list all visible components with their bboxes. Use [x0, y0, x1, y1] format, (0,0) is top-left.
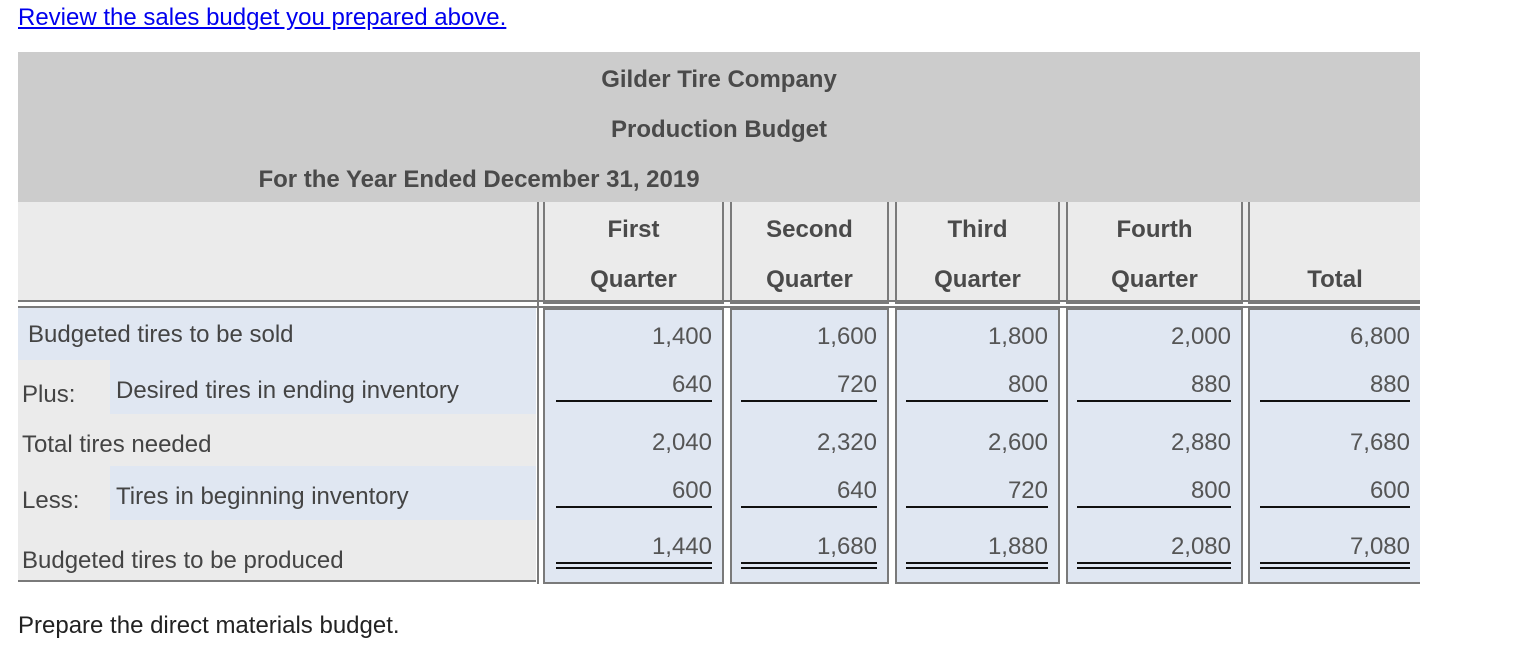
cell-ending-inventory: 640	[671, 371, 712, 398]
cell-tires-sold: 1,600	[816, 323, 877, 350]
row-label-tires-produced: Budgeted tires to be produced	[22, 547, 344, 574]
column-q4-values: 2,000 880 2,880 800 2,080	[1066, 308, 1243, 584]
cell-beginning-inventory: 720	[1007, 477, 1048, 504]
column-q2-values: 1,600 720 2,320 640 1,680	[730, 308, 889, 584]
cell-beginning-inventory: 600	[1369, 477, 1410, 504]
row-label-ending-inventory: Desired tires in ending inventory	[116, 377, 459, 404]
double-underline	[1260, 562, 1410, 569]
cell-ending-inventory: 880	[1369, 371, 1410, 398]
column-header-q2: Second Quarter	[730, 202, 889, 304]
row-highlight	[18, 308, 536, 360]
row-highlight	[110, 466, 536, 520]
cell-beginning-inventory: 600	[671, 477, 712, 504]
cell-total-needed: 7,680	[1349, 429, 1410, 456]
single-underline	[556, 400, 712, 402]
cell-beginning-inventory: 800	[1190, 477, 1231, 504]
cell-tires-produced: 1,880	[987, 533, 1048, 560]
report-period: For the Year Ended December 31, 2019	[258, 166, 700, 193]
column-header-line2: Quarter	[766, 266, 853, 293]
single-underline	[741, 506, 877, 508]
cell-tires-sold: 1,800	[987, 323, 1048, 350]
cell-total-needed: 2,600	[987, 429, 1048, 456]
company-name: Gilder Tire Company	[601, 66, 837, 93]
column-divider	[537, 202, 539, 584]
single-underline	[1260, 506, 1410, 508]
double-underline	[741, 562, 877, 569]
header-separator	[18, 300, 1420, 302]
cell-tires-produced: 7,080	[1349, 533, 1410, 560]
single-underline	[741, 400, 877, 402]
single-underline	[1077, 506, 1231, 508]
header-separator	[18, 306, 1420, 308]
column-header-line1: Second	[766, 216, 853, 243]
row-highlight	[110, 360, 536, 414]
cell-tires-sold: 1,400	[651, 323, 712, 350]
cell-tires-sold: 6,800	[1349, 323, 1410, 350]
cell-tires-sold: 2,000	[1170, 323, 1231, 350]
single-underline	[556, 506, 712, 508]
column-header-q3: Third Quarter	[895, 202, 1060, 304]
row-labels: Budgeted tires to be sold Plus: Desired …	[18, 308, 536, 582]
column-header-line2: Quarter	[590, 266, 677, 293]
column-q1-values: 1,400 640 2,040 600 1,440	[543, 308, 724, 584]
column-header-q1: First Quarter	[543, 202, 724, 304]
cell-tires-produced: 1,440	[651, 533, 712, 560]
report-title: Production Budget	[611, 116, 827, 143]
column-total-values: 6,800 880 7,680 600 7,080	[1248, 308, 1420, 584]
row-label-total-needed: Total tires needed	[22, 431, 212, 458]
column-header-line1: Third	[947, 216, 1008, 243]
single-underline	[1077, 400, 1231, 402]
row-label-tires-sold: Budgeted tires to be sold	[28, 321, 294, 348]
column-q3-values: 1,800 800 2,600 720 1,880	[895, 308, 1060, 584]
cell-tires-produced: 2,080	[1170, 533, 1231, 560]
cell-total-needed: 2,040	[651, 429, 712, 456]
column-header-line1: Fourth	[1116, 216, 1193, 243]
column-header-q4: Fourth Quarter	[1066, 202, 1243, 304]
cell-tires-produced: 1,680	[816, 533, 877, 560]
cell-ending-inventory: 800	[1007, 371, 1048, 398]
row-prefix-plus: Plus:	[22, 381, 76, 408]
double-underline	[906, 562, 1048, 569]
double-underline	[1077, 562, 1231, 569]
review-sales-budget-link[interactable]: Review the sales budget you prepared abo…	[18, 4, 507, 31]
double-underline	[556, 562, 712, 569]
cell-ending-inventory: 880	[1190, 371, 1231, 398]
column-header-line2: Total	[1307, 266, 1363, 293]
cell-total-needed: 2,320	[816, 429, 877, 456]
column-header-total: Total	[1248, 202, 1420, 304]
row-prefix-less: Less:	[22, 487, 80, 514]
column-header-line2: Quarter	[1111, 266, 1198, 293]
cell-total-needed: 2,880	[1170, 429, 1231, 456]
single-underline	[906, 400, 1048, 402]
row-label-beginning-inventory: Tires in beginning inventory	[116, 483, 409, 510]
single-underline	[1260, 400, 1410, 402]
budget-title-band: Gilder Tire Company Production Budget Fo…	[18, 52, 1420, 202]
column-header-line1: First	[607, 216, 660, 243]
single-underline	[906, 506, 1048, 508]
column-header-line2: Quarter	[934, 266, 1021, 293]
cell-ending-inventory: 720	[836, 371, 877, 398]
cell-beginning-inventory: 640	[836, 477, 877, 504]
instruction-text: Prepare the direct materials budget.	[18, 612, 400, 639]
